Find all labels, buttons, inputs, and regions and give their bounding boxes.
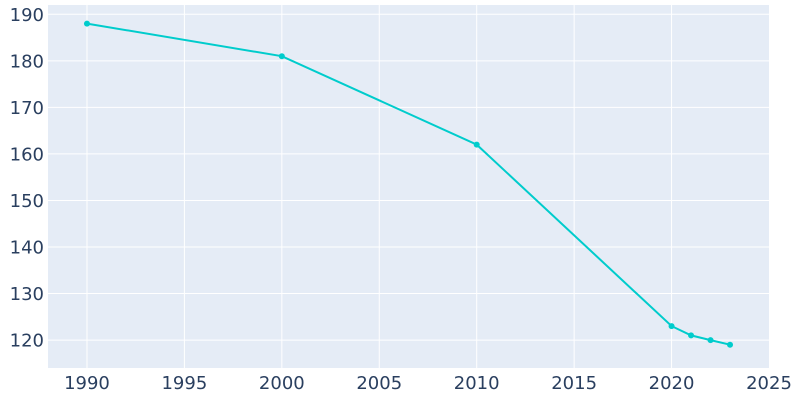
y-gridlines <box>48 13 769 341</box>
y-tick-label: 160 <box>10 144 44 165</box>
data-point <box>83 20 90 27</box>
y-tick-label: 130 <box>10 284 44 305</box>
x-tick-label: 2020 <box>649 373 695 394</box>
data-point <box>668 323 675 330</box>
data-point <box>727 341 734 348</box>
x-gridlines <box>86 5 673 368</box>
x-tick-label: 1995 <box>161 373 207 394</box>
x-tick-label: 2000 <box>259 373 305 394</box>
y-tick-label: 180 <box>10 51 44 72</box>
y-tick-label: 140 <box>10 238 44 259</box>
y-tick-label: 120 <box>10 331 44 352</box>
plot-area <box>48 5 769 368</box>
x-tick-label: 2005 <box>356 373 402 394</box>
data-point <box>707 337 714 344</box>
data-points <box>83 20 734 348</box>
x-tick-label: 2015 <box>551 373 597 394</box>
y-tick-label: 150 <box>10 191 44 212</box>
y-tick-label: 190 <box>10 5 44 26</box>
x-tick-label: 2010 <box>454 373 500 394</box>
data-point <box>278 53 285 60</box>
data-point <box>688 332 695 339</box>
x-tick-label: 1990 <box>64 373 110 394</box>
x-axis-tick-labels: 1990 1995 2000 2005 2010 2015 2020 2025 <box>64 373 792 394</box>
y-axis-tick-labels: 120 130 140 150 160 170 180 190 <box>10 5 44 352</box>
data-point <box>473 141 480 148</box>
x-tick-label: 2025 <box>746 373 792 394</box>
y-tick-label: 170 <box>10 98 44 119</box>
